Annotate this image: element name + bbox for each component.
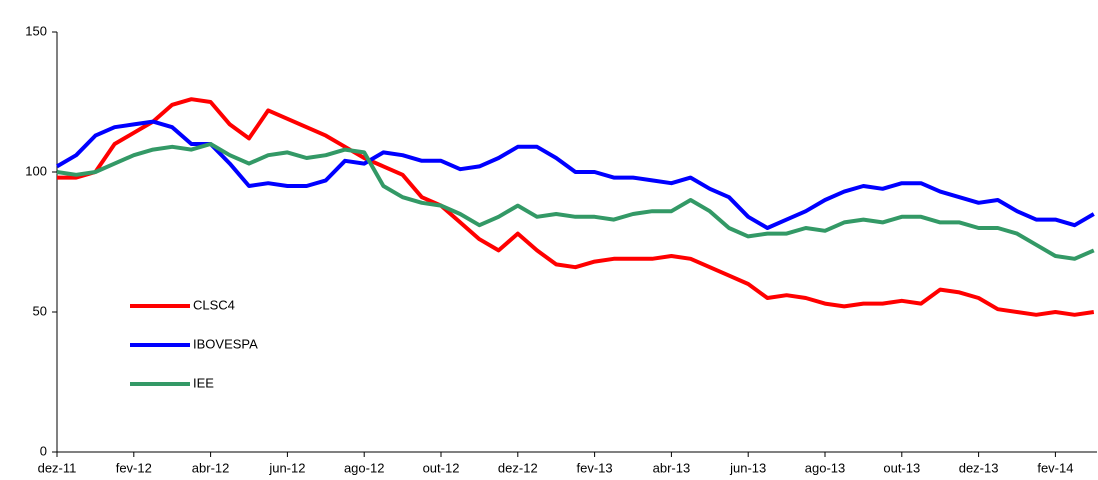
y-tick-label: 150 (25, 23, 47, 38)
legend-label: IBOVESPA (193, 336, 258, 351)
y-tick-label: 0 (40, 443, 47, 458)
x-tick-label: fev-13 (577, 460, 613, 475)
x-tick-label: abr-13 (653, 460, 691, 475)
x-tick-label: dez-13 (959, 460, 999, 475)
x-tick-label: jun-12 (268, 460, 305, 475)
x-tick-label: fev-14 (1037, 460, 1073, 475)
x-tick-label: jun-13 (729, 460, 766, 475)
x-tick-label: dez-11 (38, 460, 77, 475)
y-tick-label: 100 (25, 163, 47, 178)
x-tick-label: fev-12 (116, 460, 152, 475)
series-line (55, 119, 1095, 230)
x-tick-label: ago-13 (805, 460, 845, 475)
legend-label: CLSC4 (193, 297, 235, 312)
x-tick-label: ago-12 (344, 460, 384, 475)
x-tick-label: abr-12 (192, 460, 230, 475)
y-tick-label: 50 (33, 303, 47, 318)
x-tick-label: out-12 (423, 460, 460, 475)
x-tick-label: out-13 (883, 460, 920, 475)
series-line (56, 142, 1095, 261)
legend-label: IEE (193, 375, 214, 390)
x-tick-label: dez-12 (498, 460, 538, 475)
series-line (57, 97, 1095, 317)
